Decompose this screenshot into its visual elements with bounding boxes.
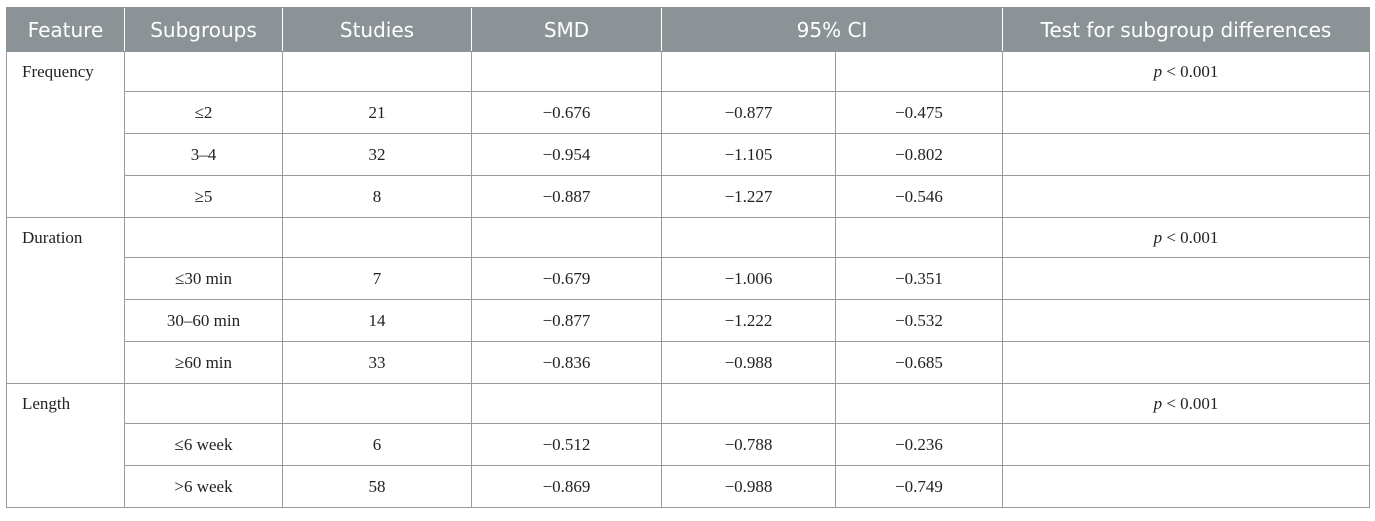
ci-high-cell: −0.532	[835, 299, 1003, 342]
header-subgroups: Subgroups	[124, 7, 283, 52]
empty-cell	[661, 51, 836, 92]
subgroup-cell: >6 week	[124, 465, 283, 508]
ci-high-cell: −0.351	[835, 257, 1003, 300]
empty-cell	[1002, 133, 1370, 176]
smd-cell: −0.679	[471, 257, 662, 300]
ci-low-cell: −0.877	[661, 91, 836, 134]
ci-high-cell: −0.475	[835, 91, 1003, 134]
header-test-subgroup-differences: Test for subgroup differences	[1002, 7, 1370, 52]
header-row: Feature Subgroups Studies SMD 95% CI Tes…	[6, 7, 1370, 52]
p-value-cell: p < 0.001	[1002, 217, 1370, 258]
table-row: 30–60 min 14 −0.877 −1.222 −0.532	[7, 299, 1370, 342]
ci-high-cell: −0.802	[835, 133, 1003, 176]
table-row: ≤30 min 7 −0.679 −1.006 −0.351	[7, 257, 1370, 300]
p-symbol: p	[1153, 62, 1163, 81]
smd-cell: −0.954	[471, 133, 662, 176]
empty-cell	[835, 51, 1003, 92]
studies-cell: 32	[282, 133, 472, 176]
table-row: ≥60 min 33 −0.836 −0.988 −0.685	[7, 341, 1370, 384]
empty-cell	[124, 383, 283, 424]
ci-low-cell: −1.105	[661, 133, 836, 176]
p-value: < 0.001	[1162, 228, 1219, 247]
studies-cell: 6	[282, 423, 472, 466]
ci-high-cell: −0.546	[835, 175, 1003, 218]
feature-label: Frequency	[6, 51, 125, 218]
empty-cell	[1002, 299, 1370, 342]
empty-cell	[661, 217, 836, 258]
studies-cell: 58	[282, 465, 472, 508]
p-symbol: p	[1153, 394, 1163, 413]
empty-cell	[1002, 91, 1370, 134]
empty-cell	[835, 217, 1003, 258]
p-symbol: p	[1153, 228, 1163, 247]
empty-cell	[282, 51, 472, 92]
table-row: ≥5 8 −0.887 −1.227 −0.546	[7, 175, 1370, 218]
p-value: < 0.001	[1162, 394, 1219, 413]
subgroup-cell: ≥5	[124, 175, 283, 218]
studies-cell: 7	[282, 257, 472, 300]
studies-cell: 21	[282, 91, 472, 134]
p-value-cell: p < 0.001	[1002, 51, 1370, 92]
smd-cell: −0.887	[471, 175, 662, 218]
subgroup-cell: 3–4	[124, 133, 283, 176]
results-table: Feature Subgroups Studies SMD 95% CI Tes…	[6, 7, 1370, 508]
smd-cell: −0.836	[471, 341, 662, 384]
ci-low-cell: −1.222	[661, 299, 836, 342]
ci-low-cell: −0.988	[661, 341, 836, 384]
smd-cell: −0.869	[471, 465, 662, 508]
empty-cell	[1002, 465, 1370, 508]
ci-high-cell: −0.685	[835, 341, 1003, 384]
group-header-row: Length p < 0.001	[6, 383, 1370, 508]
smd-cell: −0.676	[471, 91, 662, 134]
group-header-row: Duration p < 0.001	[6, 217, 1370, 384]
empty-cell	[282, 217, 472, 258]
subgroup-cell: ≤2	[124, 91, 283, 134]
empty-cell	[661, 383, 836, 424]
feature-label: Duration	[6, 217, 125, 384]
subgroup-cell: ≥60 min	[124, 341, 283, 384]
subgroup-cell: ≤6 week	[124, 423, 283, 466]
header-95-ci: 95% CI	[661, 7, 1003, 52]
studies-cell: 33	[282, 341, 472, 384]
studies-cell: 14	[282, 299, 472, 342]
studies-cell: 8	[282, 175, 472, 218]
table-row: >6 week 58 −0.869 −0.988 −0.749	[7, 465, 1370, 508]
empty-cell	[471, 51, 662, 92]
ci-high-cell: −0.236	[835, 423, 1003, 466]
smd-cell: −0.512	[471, 423, 662, 466]
subgroup-cell: ≤30 min	[124, 257, 283, 300]
header-feature: Feature	[6, 7, 125, 52]
group-header-row: Frequency p < 0.001	[6, 51, 1370, 218]
ci-low-cell: −1.006	[661, 257, 836, 300]
ci-low-cell: −0.988	[661, 465, 836, 508]
feature-label: Length	[6, 383, 125, 508]
table-row: ≤2 21 −0.676 −0.877 −0.475	[7, 91, 1370, 134]
empty-cell	[124, 217, 283, 258]
ci-high-cell: −0.749	[835, 465, 1003, 508]
header-studies: Studies	[282, 7, 472, 52]
table-row: ≤6 week 6 −0.512 −0.788 −0.236	[7, 423, 1370, 466]
empty-cell	[1002, 257, 1370, 300]
ci-low-cell: −0.788	[661, 423, 836, 466]
empty-cell	[471, 217, 662, 258]
smd-cell: −0.877	[471, 299, 662, 342]
empty-cell	[282, 383, 472, 424]
empty-cell	[471, 383, 662, 424]
ci-low-cell: −1.227	[661, 175, 836, 218]
empty-cell	[1002, 423, 1370, 466]
table-row: 3–4 32 −0.954 −1.105 −0.802	[7, 133, 1370, 176]
header-smd: SMD	[471, 7, 662, 52]
p-value: < 0.001	[1162, 62, 1219, 81]
subgroup-cell: 30–60 min	[124, 299, 283, 342]
empty-cell	[1002, 341, 1370, 384]
p-value-cell: p < 0.001	[1002, 383, 1370, 424]
empty-cell	[124, 51, 283, 92]
empty-cell	[835, 383, 1003, 424]
empty-cell	[1002, 175, 1370, 218]
table-body: Frequency p < 0.001 ≤2 21 −0.676 −0.877 −0.475…	[6, 51, 1370, 508]
